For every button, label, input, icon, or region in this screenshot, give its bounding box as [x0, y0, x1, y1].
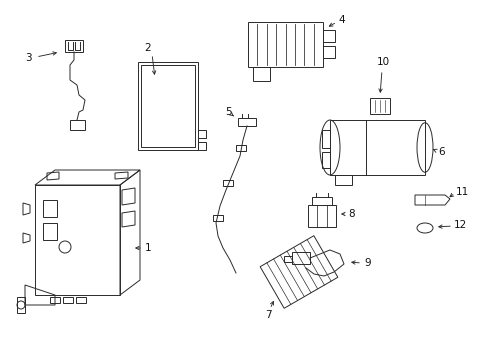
Text: 4: 4 — [339, 15, 345, 25]
Text: 1: 1 — [145, 243, 151, 253]
Text: 2: 2 — [145, 43, 151, 53]
Text: 8: 8 — [349, 209, 355, 219]
Text: 11: 11 — [455, 187, 468, 197]
Text: 12: 12 — [453, 220, 466, 230]
Text: 6: 6 — [439, 147, 445, 157]
Text: 7: 7 — [265, 310, 271, 320]
Text: 5: 5 — [225, 107, 231, 117]
Text: 9: 9 — [365, 258, 371, 268]
Text: 3: 3 — [24, 53, 31, 63]
Text: 10: 10 — [376, 57, 390, 67]
